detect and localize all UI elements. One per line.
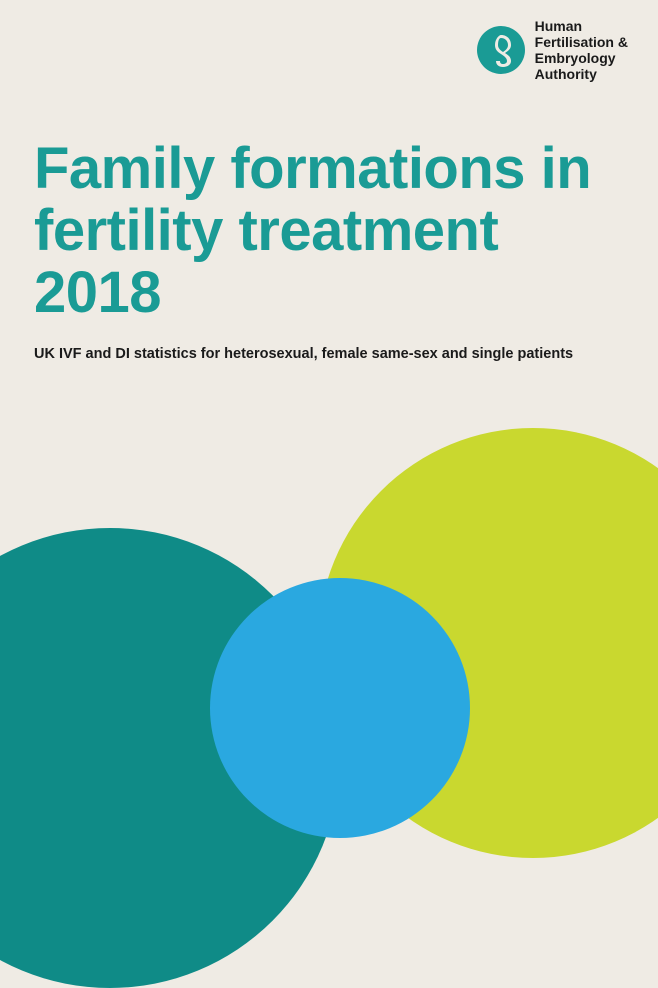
page-subtitle: UK IVF and DI statistics for heterosexua… [34,345,608,364]
logo-line4: Authority [535,66,628,82]
logo-line1: Human [535,18,628,34]
logo-icon [477,26,525,74]
decor-circle-blue [210,578,470,838]
logo-line3: Embryology [535,50,628,66]
logo-text: Human Fertilisation & Embryology Authori… [535,18,628,82]
header-logo: Human Fertilisation & Embryology Authori… [477,18,628,82]
page-title: Family formations in fertility treatment… [34,138,628,324]
logo-line2: Fertilisation & [535,34,628,50]
